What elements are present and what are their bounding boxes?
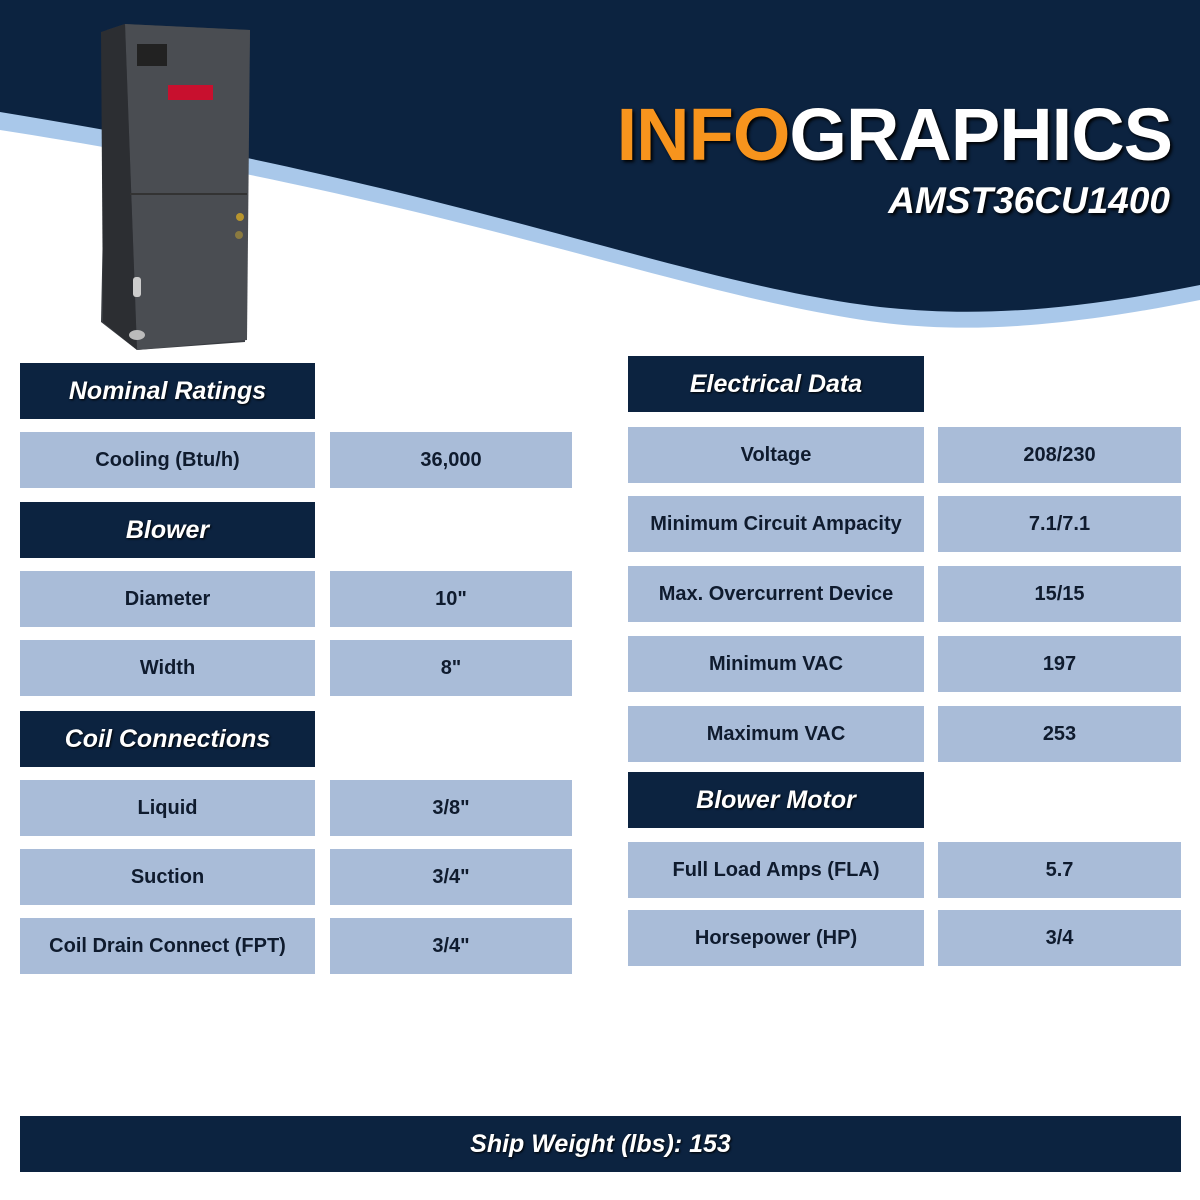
spec-value: 10"	[330, 571, 572, 627]
spec-value: 197	[938, 636, 1181, 692]
spec-label: Horsepower (HP)	[628, 910, 924, 966]
spec-label: Max. Overcurrent Device	[628, 566, 924, 622]
spec-value: 3/4"	[330, 849, 572, 905]
spec-label: Coil Drain Connect (FPT)	[20, 918, 315, 974]
spec-label: Cooling (Btu/h)	[20, 432, 315, 488]
infographics-title: INFOGRAPHICS	[616, 92, 1173, 177]
spec-value: 253	[938, 706, 1181, 762]
spec-label: Diameter	[20, 571, 315, 627]
section-header-coil-connections: Coil Connections	[20, 711, 315, 767]
spec-label: Minimum Circuit Ampacity	[628, 496, 924, 552]
header-wave-background	[0, 0, 1200, 328]
section-header-blower: Blower	[20, 502, 315, 558]
title-accent: INFO	[616, 93, 791, 176]
spec-label: Maximum VAC	[628, 706, 924, 762]
spec-value: 3/4"	[330, 918, 572, 974]
spec-value: 5.7	[938, 842, 1181, 898]
spec-value: 3/8"	[330, 780, 572, 836]
spec-label: Minimum VAC	[628, 636, 924, 692]
air-handler-product-image	[101, 24, 250, 350]
spec-value: 15/15	[938, 566, 1181, 622]
spec-label: Liquid	[20, 780, 315, 836]
title-rest: GRAPHICS	[789, 93, 1173, 176]
spec-label: Width	[20, 640, 315, 696]
spec-label: Full Load Amps (FLA)	[628, 842, 924, 898]
model-number: AMST36CU1400	[888, 180, 1170, 221]
brand-label	[168, 85, 213, 100]
spec-value: 8"	[330, 640, 572, 696]
ship-weight-bar: Ship Weight (lbs): 153	[20, 1116, 1181, 1172]
spec-value: 36,000	[330, 432, 572, 488]
spec-label: Voltage	[628, 427, 924, 483]
spec-label: Suction	[20, 849, 315, 905]
section-header-electrical-data: Electrical Data	[628, 356, 924, 412]
section-header-nominal-ratings: Nominal Ratings	[20, 363, 315, 419]
spec-value: 7.1/7.1	[938, 496, 1181, 552]
section-header-blower-motor: Blower Motor	[628, 772, 924, 828]
spec-value: 208/230	[938, 427, 1181, 483]
spec-value: 3/4	[938, 910, 1181, 966]
